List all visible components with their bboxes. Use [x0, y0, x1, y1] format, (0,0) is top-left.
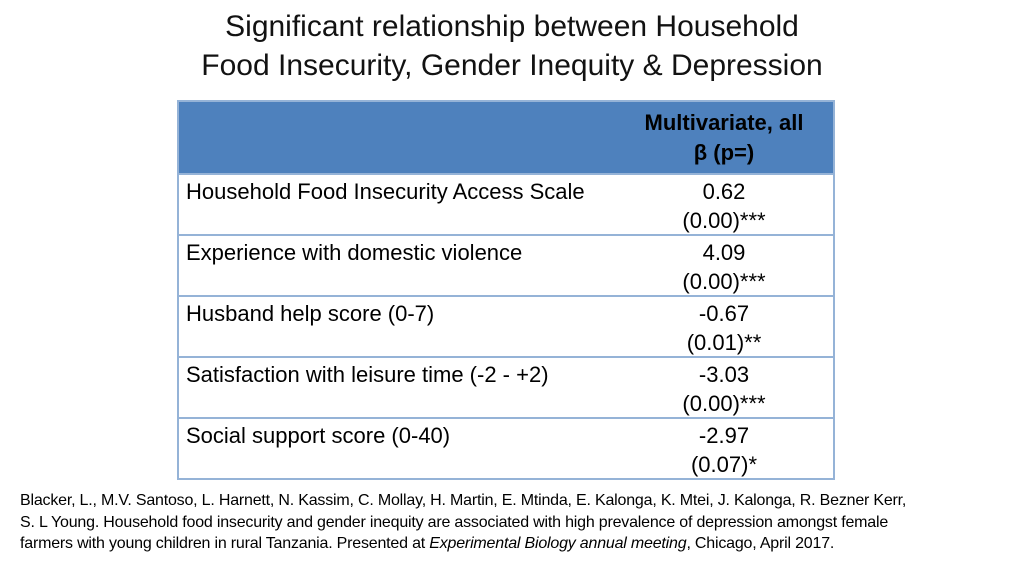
row-label: Household Food Insecurity Access Scale — [186, 179, 585, 204]
citation-line-3: farmers with young children in rural Tan… — [20, 533, 1015, 555]
citation-line-2: S. L Young. Household food insecurity an… — [20, 513, 889, 531]
p-value: (0.00)*** — [682, 269, 766, 294]
row-value-cell: 4.09 (0.00)*** — [615, 236, 833, 295]
beta-value: -3.03 — [698, 362, 750, 387]
p-value: (0.01)** — [686, 330, 762, 355]
beta-value: -2.97 — [698, 423, 750, 448]
row-value-cell: 0.62 (0.00)*** — [615, 175, 833, 234]
table-row: Husband help score (0-7) -0.67 (0.01)** — [179, 295, 833, 356]
row-label: Husband help score (0-7) — [186, 301, 435, 326]
slide-title-line-1: Significant relationship between Househo… — [225, 10, 799, 43]
p-value: (0.00)*** — [682, 391, 766, 416]
row-value-cell: -3.03 (0.00)*** — [615, 358, 833, 417]
row-label: Social support score (0-40) — [186, 423, 451, 448]
row-label: Experience with domestic violence — [186, 240, 523, 265]
header-empty-cell — [179, 102, 615, 173]
p-value: (0.07)* — [690, 452, 758, 477]
header-column-title: Multivariate, all — [644, 110, 804, 135]
slide-title-line-2: Food Insecurity, Gender Inequity & Depre… — [201, 49, 823, 82]
row-value-cell: -0.67 (0.01)** — [615, 297, 833, 356]
row-label: Satisfaction with leisure time (-2 - +2) — [186, 362, 549, 387]
slide-title: Significant relationship between Househo… — [0, 7, 1024, 85]
beta-value: 4.09 — [702, 240, 746, 265]
row-value-cell: -2.97 (0.07)* — [615, 419, 833, 478]
citation: Blacker, L., M.V. Santoso, L. Harnett, N… — [20, 490, 1015, 555]
citation-line-3-post: , Chicago, April 2017. — [686, 535, 835, 552]
citation-line-3-pre: farmers with young children in rural Tan… — [20, 535, 430, 552]
header-value-cell: Multivariate, all β (p=) — [615, 102, 833, 173]
beta-value: 0.62 — [702, 179, 746, 204]
table-row: Experience with domestic violence 4.09 (… — [179, 234, 833, 295]
table-header-row: Multivariate, all β (p=) — [179, 102, 833, 173]
p-value: (0.00)*** — [682, 208, 766, 233]
table-row: Household Food Insecurity Access Scale 0… — [179, 173, 833, 234]
table-row: Satisfaction with leisure time (-2 - +2)… — [179, 356, 833, 417]
citation-line-1: Blacker, L., M.V. Santoso, L. Harnett, N… — [20, 492, 907, 509]
table-row: Social support score (0-40) -2.97 (0.07)… — [179, 417, 833, 478]
meeting-name-italic: Experimental Biology annual meeting — [429, 535, 687, 552]
beta-value: -0.67 — [698, 301, 750, 326]
header-column-subtitle: β (p=) — [693, 140, 755, 165]
results-table: Multivariate, all β (p=) Household Food … — [177, 100, 835, 480]
